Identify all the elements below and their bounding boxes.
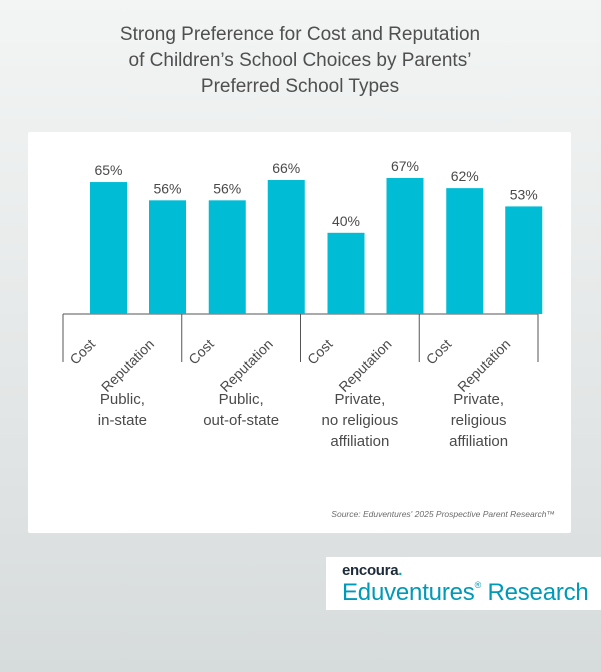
bar: [267, 180, 305, 314]
registered-mark: ®: [474, 580, 482, 590]
group-label: Private,: [334, 391, 385, 408]
eduventures-logo: Eduventures® Research: [342, 579, 589, 607]
group-label: Private,: [453, 391, 504, 408]
group-label: religious: [451, 412, 507, 429]
x-tick-label: Reputation: [335, 336, 394, 395]
chart-title: Strong Preference for Cost and Reputatio…: [40, 22, 560, 100]
data-label: 66%: [272, 160, 300, 176]
encoura-logo: encoura.: [342, 562, 402, 579]
x-tick-label: Reputation: [217, 336, 276, 395]
bar: [505, 206, 543, 314]
source-note: Source: Eduventures' 2025 Prospective Pa…: [331, 509, 555, 519]
bar: [208, 200, 246, 314]
x-tick-label: Cost: [66, 336, 98, 368]
bar: [386, 177, 424, 314]
data-label: 65%: [94, 162, 122, 178]
data-label: 62%: [451, 168, 479, 184]
chart-card: 65% Cost 56% Reputation Public, in-state 56% Co…: [28, 132, 571, 533]
bar-chart: 65%Cost56%ReputationPublic,in-state56%Co…: [62, 158, 543, 450]
research-wordmark: Research: [481, 579, 589, 606]
x-tick-label: Cost: [423, 336, 455, 368]
bar: [90, 182, 127, 314]
x-tick-label: Reputation: [98, 336, 157, 395]
eduventures-wordmark: Eduventures: [342, 579, 475, 606]
data-label: 56%: [153, 180, 181, 196]
title-line-1: Strong Preference for Cost and Reputatio…: [119, 24, 481, 45]
data-label: 53%: [510, 186, 538, 202]
group-label: affiliation: [449, 433, 508, 450]
title-line-2: of Children’s School Choices by Parents’: [128, 50, 472, 71]
data-label: 56%: [213, 180, 241, 196]
group-label: out-of-state: [203, 412, 279, 429]
bar: [149, 200, 186, 314]
title-line-3: Preferred School Types: [200, 76, 400, 97]
x-tick-label: Cost: [185, 336, 217, 368]
group-label: no religious: [322, 412, 399, 429]
data-label: 67%: [391, 158, 419, 174]
group-label: in-state: [98, 412, 147, 429]
group-label: affiliation: [330, 433, 389, 450]
group-label: Public,: [219, 391, 264, 408]
bar: [446, 188, 484, 314]
x-tick-label: Cost: [304, 336, 336, 368]
data-label: 40%: [332, 213, 360, 229]
x-tick-label: Reputation: [454, 336, 513, 395]
brand-logo: encoura. Eduventures® Research: [326, 557, 601, 610]
encoura-dot: .: [398, 562, 403, 579]
encoura-wordmark: encoura: [342, 562, 399, 579]
group-label: Public,: [100, 391, 145, 408]
bar: [327, 232, 365, 314]
